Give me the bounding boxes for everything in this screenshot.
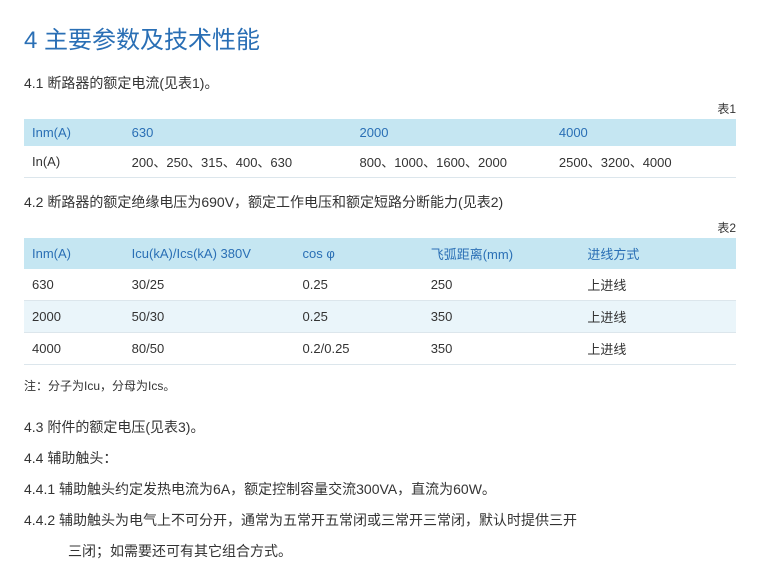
table1-header-cell: 630 bbox=[124, 119, 352, 146]
section-4-3-title: 4.3 附件的额定电压(见表3)。 bbox=[24, 412, 736, 443]
section-4-4-2-line2: 三闭；如需要还可有其它组合方式。 bbox=[24, 536, 736, 567]
section-4-4-2-line1: 4.4.2 辅助触头为电气上不可分开，通常为五常开五常闭或三常开三常闭，默认时提… bbox=[24, 505, 736, 536]
table2-cell: 80/50 bbox=[124, 333, 295, 365]
table2-cell: 4000 bbox=[24, 333, 124, 365]
table2-header-row: Inm(A) Icu(kA)/Ics(kA) 380V cos φ 飞弧距离(m… bbox=[24, 238, 736, 269]
section-4-4-title: 4.4 辅助触头： bbox=[24, 443, 736, 474]
table1-cell: 800、1000、1600、2000 bbox=[352, 146, 551, 178]
table2-cell: 30/25 bbox=[124, 269, 295, 301]
table1-label: 表1 bbox=[24, 100, 736, 117]
table1-cell: 2500、3200、4000 bbox=[551, 146, 736, 178]
table1-cell: 200、250、315、400、630 bbox=[124, 146, 352, 178]
table2-header-cell: 飞弧距离(mm) bbox=[423, 238, 580, 269]
table2-cell: 350 bbox=[423, 333, 580, 365]
table2-cell: 0.25 bbox=[295, 301, 423, 333]
table-row: 2000 50/30 0.25 350 上进线 bbox=[24, 301, 736, 333]
table2-cell: 250 bbox=[423, 269, 580, 301]
table1-cell: In(A) bbox=[24, 146, 124, 178]
table2-cell: 0.2/0.25 bbox=[295, 333, 423, 365]
table2-cell: 50/30 bbox=[124, 301, 295, 333]
table1-header-cell: 4000 bbox=[551, 119, 736, 146]
table-row: In(A) 200、250、315、400、630 800、1000、1600、… bbox=[24, 146, 736, 178]
table2-note: 注：分子为Icu，分母为Ics。 bbox=[24, 377, 736, 394]
table2-header-cell: 进线方式 bbox=[579, 238, 736, 269]
section-4-1-title: 4.1 断路器的额定电流(见表1)。 bbox=[24, 71, 736, 96]
table-1: Inm(A) 630 2000 4000 In(A) 200、250、315、4… bbox=[24, 119, 736, 178]
table2-cell: 上进线 bbox=[579, 333, 736, 365]
table-row: 4000 80/50 0.2/0.25 350 上进线 bbox=[24, 333, 736, 365]
table2-header-cell: Icu(kA)/Ics(kA) 380V bbox=[124, 238, 295, 269]
table2-cell: 630 bbox=[24, 269, 124, 301]
section-4-4-1: 4.4.1 辅助触头约定发热电流为6A，额定控制容量交流300VA，直流为60W… bbox=[24, 474, 736, 505]
table2-cell: 350 bbox=[423, 301, 580, 333]
table2-cell: 0.25 bbox=[295, 269, 423, 301]
page-title: 4 主要参数及技术性能 bbox=[24, 20, 736, 55]
table2-cell: 上进线 bbox=[579, 269, 736, 301]
table1-header-row: Inm(A) 630 2000 4000 bbox=[24, 119, 736, 146]
table2-cell: 2000 bbox=[24, 301, 124, 333]
table-row: 630 30/25 0.25 250 上进线 bbox=[24, 269, 736, 301]
table2-cell: 上进线 bbox=[579, 301, 736, 333]
section-4-2-title: 4.2 断路器的额定绝缘电压为690V，额定工作电压和额定短路分断能力(见表2) bbox=[24, 190, 736, 215]
table1-header-cell: 2000 bbox=[352, 119, 551, 146]
table2-header-cell: cos φ bbox=[295, 238, 423, 269]
table2-header-cell: Inm(A) bbox=[24, 238, 124, 269]
table1-header-cell: Inm(A) bbox=[24, 119, 124, 146]
table-2: Inm(A) Icu(kA)/Ics(kA) 380V cos φ 飞弧距离(m… bbox=[24, 238, 736, 365]
table2-label: 表2 bbox=[24, 219, 736, 236]
